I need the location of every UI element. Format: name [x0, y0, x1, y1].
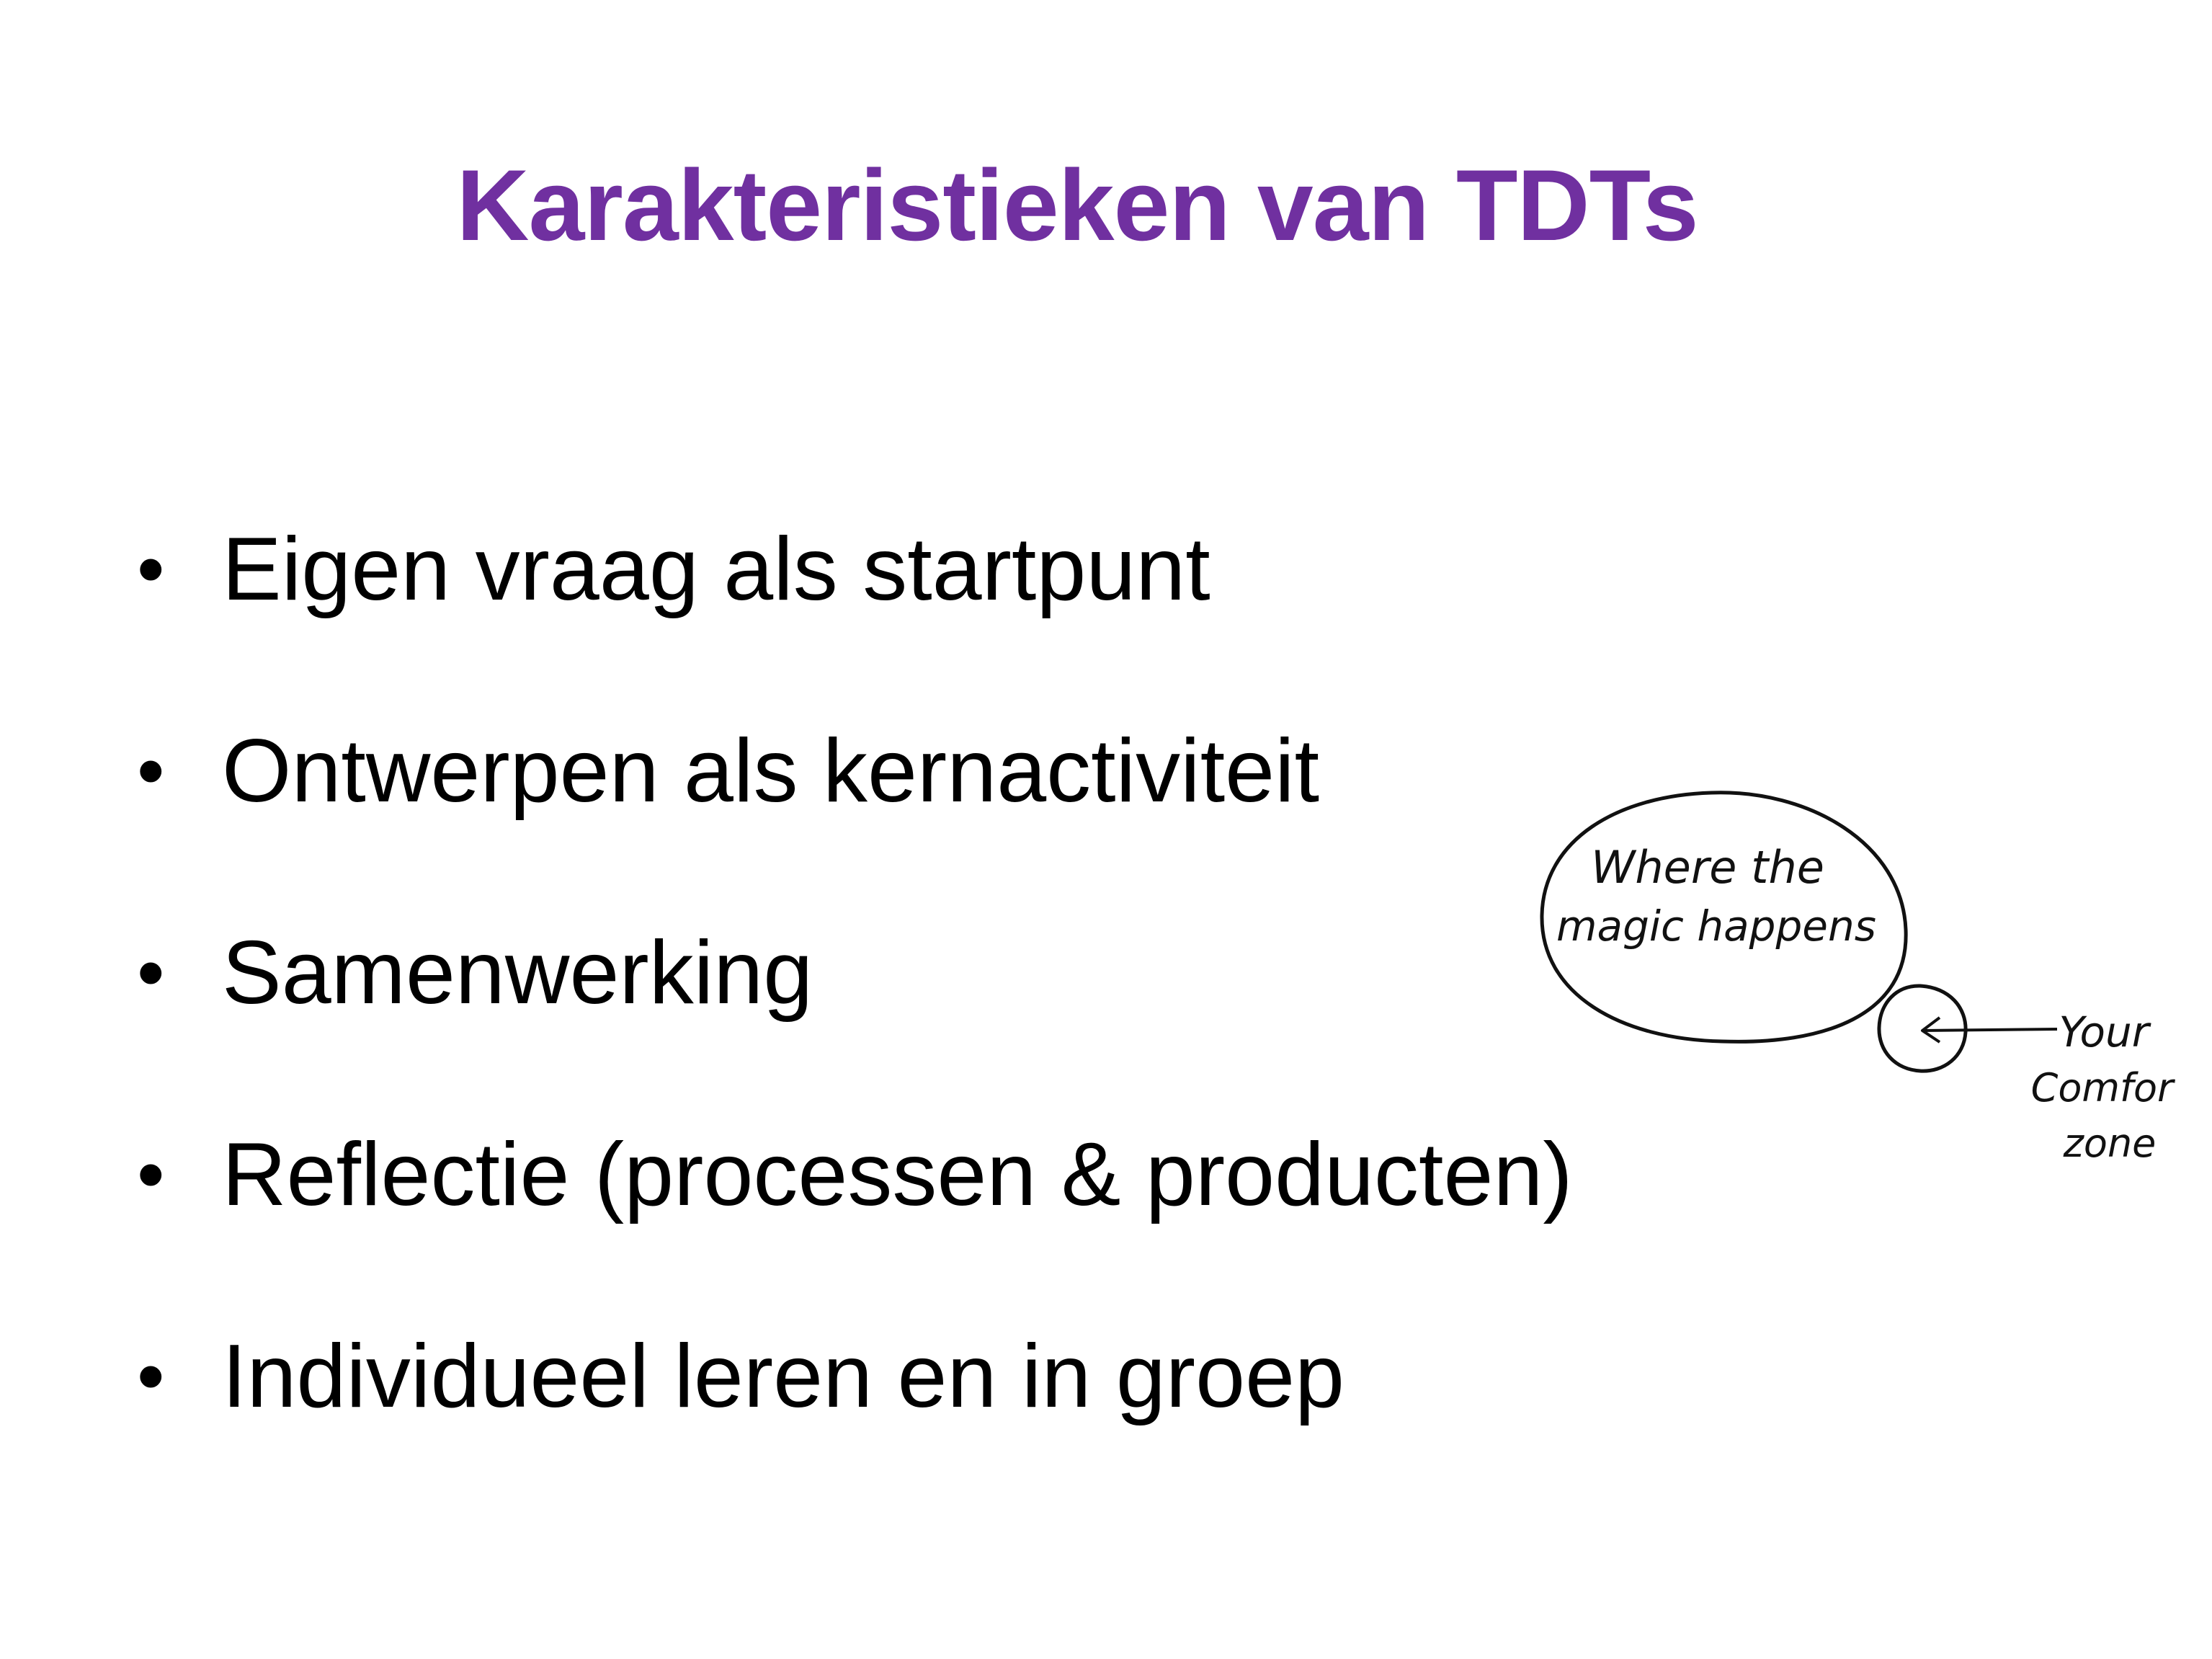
bullet-text: Ontwerpen als kernactiviteit: [222, 721, 1320, 821]
bullet-text: Samenwerking: [222, 923, 813, 1023]
comfort-circle: [1877, 984, 1968, 1073]
magic-circle: [1540, 791, 1908, 1044]
bullet-marker: •: [137, 525, 165, 613]
arrow-line: [1922, 1028, 2058, 1032]
comfort-label-line2: Comfort: [2031, 1065, 2176, 1111]
bullet-marker: •: [137, 726, 165, 815]
comfort-label-line1: Your: [2059, 1008, 2151, 1057]
magic-text-line1: Where the: [1591, 841, 1824, 894]
bullet-marker: •: [137, 1332, 165, 1420]
bullet-text: Eigen vraag als startpunt: [222, 520, 1210, 619]
slide-title: Karakteristieken van TDTs: [456, 148, 1698, 262]
bullet-text: Individueel leren en in groep: [222, 1327, 1344, 1426]
comfort-zone-sketch: Where the magic happens Your Comfort zon…: [1540, 791, 2176, 1166]
bullet-marker: •: [137, 928, 165, 1017]
bullet-text: Reflectie (processen & producten): [222, 1125, 1573, 1224]
bullet-marker: •: [137, 1130, 165, 1219]
comfort-label-line3: zone: [2063, 1121, 2157, 1166]
arrow-head-icon: [1921, 1016, 1941, 1044]
magic-text-line2: magic happens: [1556, 902, 1876, 951]
